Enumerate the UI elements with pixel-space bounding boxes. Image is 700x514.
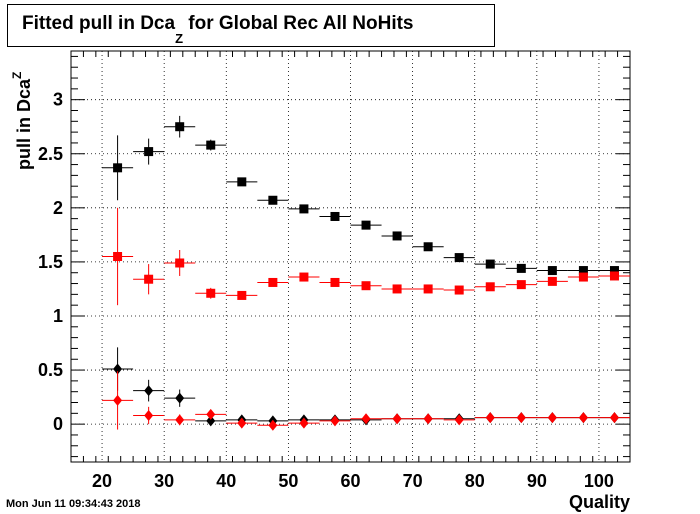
x-axis-label: Quality: [568, 492, 630, 512]
plot-frame: [70, 50, 631, 463]
y-tick-label: 2.5: [38, 144, 63, 164]
data-point-diamond: [392, 413, 402, 425]
data-point-square: [330, 211, 340, 221]
data-point-square: [423, 284, 433, 294]
data-point-square: [516, 280, 526, 290]
x-tick-label: 20: [92, 471, 112, 491]
data-point-diamond: [299, 417, 309, 429]
x-tick-label: 40: [216, 471, 236, 491]
data-point-square: [206, 288, 216, 298]
data-point-square: [299, 272, 309, 282]
data-point-square: [175, 122, 185, 132]
x-tick-label: 50: [278, 471, 298, 491]
data-point-square: [392, 284, 402, 294]
title-main: Fitted pull in Dca: [22, 13, 176, 34]
data-point-diamond: [113, 363, 123, 375]
x-tick-label: 80: [465, 471, 485, 491]
data-point-square: [578, 272, 588, 282]
data-point-square: [237, 290, 247, 300]
data-point-diamond: [175, 392, 185, 404]
title-rest: for Global Rec All NoHits: [183, 13, 414, 34]
y-tick-label: 0.5: [38, 360, 63, 380]
data-point-square: [361, 281, 371, 291]
data-point-diamond: [361, 413, 371, 425]
data-point-square: [609, 266, 619, 276]
data-point-square: [454, 253, 464, 263]
y-axis-label: pull in DcaZ: [10, 72, 35, 170]
ylabel-main: pull in Dca: [14, 78, 34, 170]
data-point-diamond: [268, 419, 278, 431]
data-point-diamond: [206, 408, 216, 420]
data-point-diamond: [237, 417, 247, 429]
y-tick-label: 0: [53, 414, 63, 434]
data-point-square: [361, 220, 371, 230]
data-point-square: [330, 277, 340, 287]
data-point-diamond: [330, 415, 340, 427]
data-point-diamond: [206, 415, 216, 427]
data-point-diamond: [516, 412, 526, 424]
data-point-square: [547, 266, 557, 276]
y-tick-label: 1.5: [38, 252, 63, 272]
data-point-square: [454, 285, 464, 295]
data-point-square: [578, 266, 588, 276]
data-point-diamond: [144, 385, 154, 397]
data-point-diamond: [454, 414, 464, 426]
title-subscript: Z: [175, 31, 184, 46]
data-point-square: [206, 140, 216, 150]
x-tick-label: 90: [527, 471, 547, 491]
data-point-diamond: [113, 394, 123, 406]
data-point-square: [113, 163, 123, 173]
data-point-diamond: [485, 412, 495, 424]
data-point-diamond: [144, 409, 154, 421]
data-point-square: [516, 263, 526, 273]
data-point-square: [237, 177, 247, 187]
ylabel-subscript: Z: [10, 71, 24, 79]
chart-title: Fitted pull in DcaZ for Global Rec All N…: [22, 13, 414, 46]
x-tick-label: 30: [154, 471, 174, 491]
data-point-square: [485, 259, 495, 269]
timestamp: Mon Jun 11 09:34:43 2018: [6, 498, 141, 510]
data-point-square: [485, 282, 495, 292]
data-point-square: [268, 277, 278, 287]
data-point-diamond: [609, 412, 619, 424]
data-point-square: [299, 204, 309, 214]
data-point-diamond: [578, 412, 588, 424]
x-tick-label: 60: [340, 471, 360, 491]
y-tick-label: 2: [53, 198, 63, 218]
x-tick-label: 100: [584, 471, 614, 491]
data-point-square: [392, 231, 402, 241]
x-tick-label: 70: [403, 471, 423, 491]
data-point-square: [423, 242, 433, 252]
data-point-diamond: [175, 414, 185, 426]
data-point-square: [113, 252, 123, 261]
data-point-square: [144, 274, 154, 284]
data-point-square: [609, 271, 619, 281]
data-point-diamond: [547, 412, 557, 424]
y-tick-label: 1: [53, 306, 63, 326]
y-tick-label: 3: [53, 90, 63, 110]
data-point-square: [268, 195, 278, 205]
data-point-square: [547, 276, 557, 286]
data-point-square: [144, 147, 154, 157]
title-box: Fitted pull in DcaZ for Global Rec All N…: [7, 4, 495, 47]
data-point-diamond: [423, 413, 433, 425]
data-point-square: [175, 258, 185, 268]
